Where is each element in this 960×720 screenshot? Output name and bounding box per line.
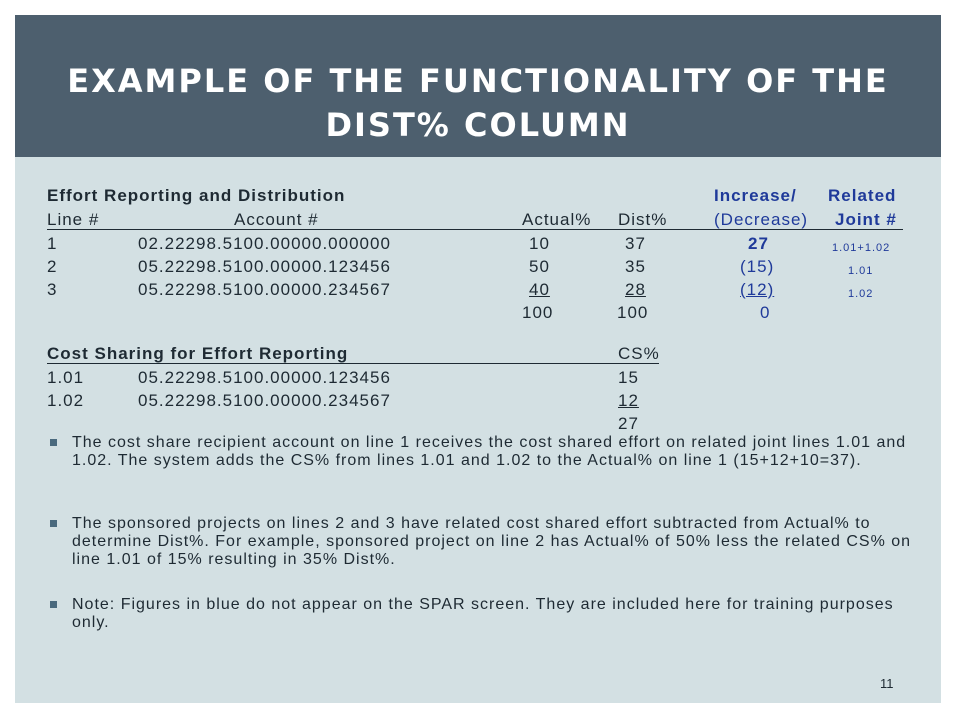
row-1-joint: 1.01+1.02 bbox=[832, 242, 891, 254]
col-header-joint: Joint # bbox=[835, 210, 897, 229]
row-3-actual: 40 bbox=[529, 280, 550, 299]
cost-sharing-underline bbox=[47, 363, 659, 364]
col-header-account: Account # bbox=[234, 210, 319, 229]
row-1-dist: 37 bbox=[625, 234, 646, 253]
bullet-icon bbox=[50, 520, 57, 527]
page-number: 11 bbox=[880, 676, 894, 691]
effort-heading: Effort Reporting and Distribution bbox=[47, 186, 346, 205]
row-2-joint: 1.01 bbox=[848, 265, 874, 277]
cs-total: 27 bbox=[618, 414, 639, 433]
row-2-actual: 50 bbox=[529, 257, 550, 276]
row-3-change: (12) bbox=[740, 280, 775, 299]
row-3-dist: 28 bbox=[625, 280, 646, 299]
cs-row-1-value: 15 bbox=[618, 368, 639, 387]
slide-title: EXAMPLE OF THE FUNCTIONALITY OF THE DIST… bbox=[67, 62, 889, 144]
row-1-account: 02.22298.5100.00000.000000 bbox=[138, 234, 391, 253]
row-1-line: 1 bbox=[47, 234, 58, 253]
cs-row-2-line: 1.02 bbox=[47, 391, 85, 410]
total-change: 0 bbox=[760, 303, 771, 322]
cs-header: CS% bbox=[618, 344, 660, 363]
col-header-actual: Actual% bbox=[522, 210, 592, 229]
header-increase: Increase/ bbox=[714, 186, 797, 205]
row-2-change: (15) bbox=[740, 257, 775, 276]
bullet-3: Note: Figures in blue do not appear on t… bbox=[72, 596, 894, 631]
total-dist: 100 bbox=[617, 303, 649, 322]
cost-sharing-heading: Cost Sharing for Effort Reporting bbox=[47, 344, 349, 363]
row-2-line: 2 bbox=[47, 257, 58, 276]
row-3-line: 3 bbox=[47, 280, 58, 299]
row-3-account: 05.22298.5100.00000.234567 bbox=[138, 280, 391, 299]
row-2-account: 05.22298.5100.00000.123456 bbox=[138, 257, 391, 276]
cs-row-2-value: 12 bbox=[618, 391, 639, 410]
bullet-icon bbox=[50, 439, 57, 446]
row-3-joint: 1.02 bbox=[848, 288, 874, 300]
cs-row-1-account: 05.22298.5100.00000.123456 bbox=[138, 368, 391, 387]
row-1-actual: 10 bbox=[529, 234, 550, 253]
total-actual: 100 bbox=[522, 303, 554, 322]
col-header-line: Line # bbox=[47, 210, 100, 229]
title-bar: EXAMPLE OF THE FUNCTIONALITY OF THE DIST… bbox=[15, 15, 941, 157]
bullet-1: The cost share recipient account on line… bbox=[72, 434, 907, 469]
row-2-dist: 35 bbox=[625, 257, 646, 276]
cs-row-1-line: 1.01 bbox=[47, 368, 85, 387]
row-1-change: 27 bbox=[748, 234, 769, 253]
header-underline bbox=[47, 229, 903, 230]
bullet-icon bbox=[50, 601, 57, 608]
col-header-dist: Dist% bbox=[618, 210, 668, 229]
col-header-decrease: (Decrease) bbox=[714, 210, 809, 229]
cs-row-2-account: 05.22298.5100.00000.234567 bbox=[138, 391, 391, 410]
header-related: Related bbox=[828, 186, 897, 205]
bullet-2: The sponsored projects on lines 2 and 3 … bbox=[72, 515, 912, 568]
